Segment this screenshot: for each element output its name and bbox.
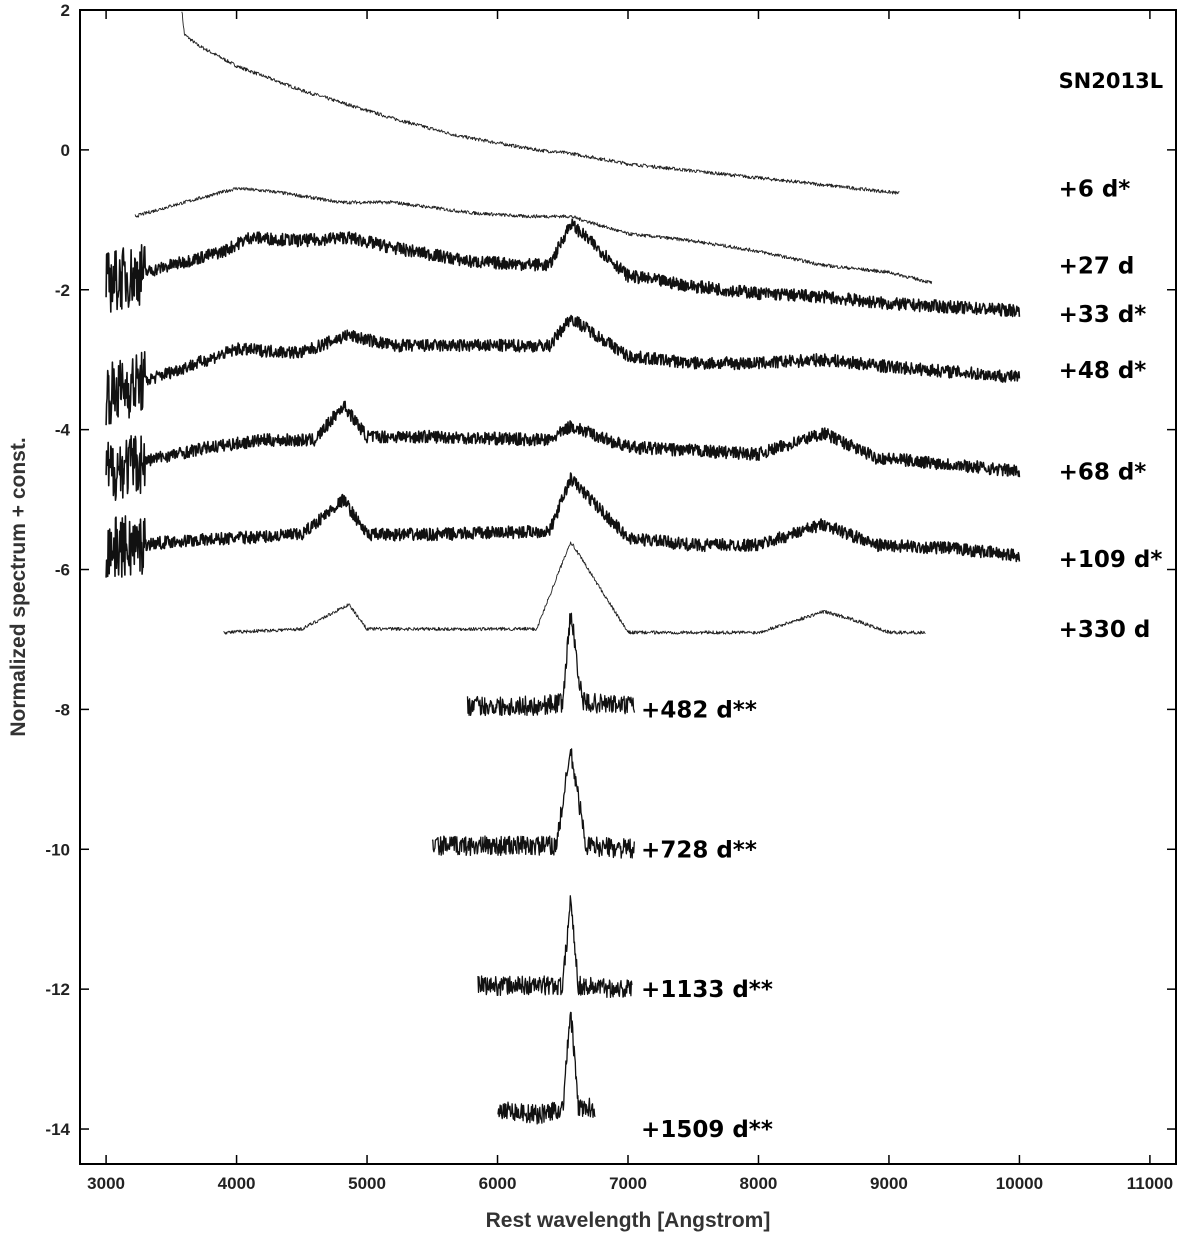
- x-tick-label: 6000: [479, 1174, 517, 1193]
- x-tick-label: 8000: [740, 1174, 778, 1193]
- epoch-label: +1133 d**: [641, 977, 773, 1003]
- y-tick-label: -10: [45, 840, 70, 859]
- series-layer: [105, 11, 1021, 1125]
- x-tick-label: 10000: [996, 1174, 1043, 1193]
- spectrum-line: [105, 314, 1021, 426]
- spectrum-line: [477, 895, 633, 999]
- plot-frame: [79, 9, 1177, 1165]
- epoch-label: +482 d**: [641, 697, 757, 723]
- epoch-label: +33 d*: [1059, 302, 1147, 328]
- spectrum-line: [134, 186, 933, 285]
- label-layer: +6 d* +27 d +33 d* +48 d* +68 d* +109 d* +330 …: [641, 176, 1162, 1143]
- epoch-label: +48 d*: [1059, 358, 1147, 384]
- y-tick-label: -8: [55, 700, 70, 719]
- x-tick-label: 4000: [218, 1174, 256, 1193]
- x-tick-label: 3000: [87, 1174, 125, 1193]
- x-tick-label: 9000: [870, 1174, 908, 1193]
- y-tick-label: -6: [55, 561, 70, 580]
- y-tick-label: -4: [55, 421, 71, 440]
- x-tick-label: 5000: [348, 1174, 386, 1193]
- x-axis-title: Rest wavelength [Angstrom]: [486, 1209, 771, 1232]
- spectrum-line: [497, 1011, 596, 1125]
- tick-layer: 3000 4000 5000 6000 7000 8000 9000 10000 11000 2 0…: [45, 1, 1176, 1193]
- x-tick-label: 7000: [609, 1174, 647, 1193]
- y-tick-label: -12: [45, 980, 70, 999]
- epoch-label: +109 d*: [1059, 547, 1163, 573]
- x-tick-label: 11000: [1127, 1174, 1173, 1193]
- spectrum-line: [105, 400, 1021, 501]
- epoch-label: +6 d*: [1059, 176, 1131, 202]
- spectrum-line: [431, 748, 635, 859]
- spectrum-line: [223, 541, 926, 635]
- epoch-label: +728 d**: [641, 837, 757, 863]
- y-tick-label: -2: [55, 281, 70, 300]
- y-tick-label: 2: [61, 1, 70, 20]
- epoch-label: +330 d: [1059, 617, 1151, 643]
- spectrum-line: [181, 11, 900, 195]
- spectrum-line: [466, 612, 636, 717]
- object-label: SN2013L: [1059, 69, 1164, 93]
- spectrum-line: [105, 472, 1021, 578]
- epoch-label: +27 d: [1059, 253, 1135, 279]
- y-axis-title: Normalized spectrum + const.: [7, 437, 30, 736]
- y-tick-label: -14: [45, 1120, 70, 1139]
- epoch-label: +68 d*: [1059, 460, 1147, 486]
- y-tick-label: 0: [61, 141, 70, 160]
- epoch-label: +1509 d**: [641, 1117, 773, 1143]
- spectrum-line: [105, 218, 1021, 318]
